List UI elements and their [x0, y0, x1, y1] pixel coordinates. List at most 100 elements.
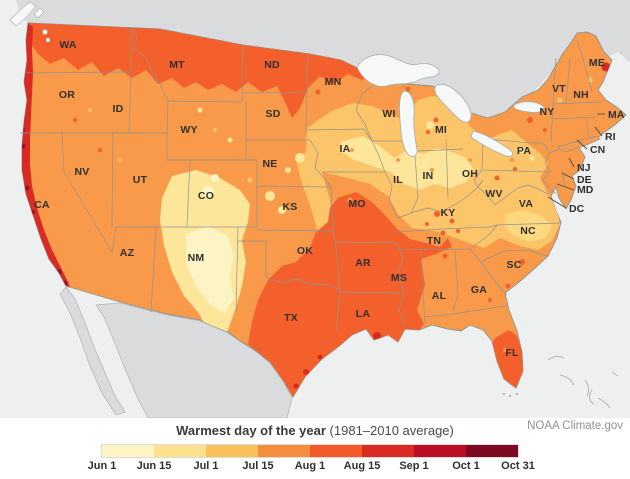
region-dark-southflorida: [491, 330, 523, 388]
state-label-sd: SD: [266, 108, 281, 120]
state-label-nv: NV: [75, 166, 90, 178]
state-label-il: IL: [393, 174, 403, 186]
speckles-cream: [202, 174, 219, 198]
state-label-oh: OH: [462, 168, 478, 180]
state-label-ca: CA: [34, 199, 50, 211]
state-label-nh: NH: [573, 89, 589, 101]
bahamas-islands: [547, 355, 619, 409]
legend-title-main: Warmest day of the year: [176, 423, 326, 438]
state-labels: WA OR CA NV ID UT AZ MT WY CO NM ND SD NE KS OK TX MN IA MO…: [34, 39, 605, 359]
state-label-al: AL: [432, 290, 447, 302]
state-label-pa: PA: [517, 145, 531, 157]
state-label-md: MD: [577, 184, 594, 196]
attribution-text: NOAA Climate.gov: [527, 420, 623, 432]
callout-line-cn: [576, 139, 588, 150]
legend-swatch-2: [154, 445, 206, 457]
state-label-mi: MI: [435, 124, 447, 136]
state-label-sc: SC: [507, 259, 522, 271]
state-label-wv: WV: [485, 188, 502, 200]
speckles-orange: [297, 117, 515, 352]
legend-swatch-6: [362, 445, 414, 457]
state-label-nd: ND: [264, 59, 280, 71]
legend-title-sub: (1981–2010 average): [329, 423, 454, 438]
region-golden-carolina: [504, 210, 552, 242]
mexico-landmass: [95, 302, 293, 418]
state-label-id: ID: [113, 103, 124, 115]
legend-swatch-1: [102, 445, 154, 457]
puget-sound: [42, 29, 48, 35]
callout-line-ri: [594, 126, 603, 137]
legend-tick-jul-1: Jul 1: [193, 460, 219, 472]
state-label-ms: MS: [391, 272, 407, 284]
region-red-westcoast: [22, 23, 72, 292]
state-label-ar: AR: [355, 257, 371, 269]
baja-california: [59, 286, 126, 416]
lake-michigan: [399, 90, 418, 157]
canada-landmass: [0, 0, 630, 118]
state-label-co: CO: [198, 190, 214, 202]
state-label-mn: MN: [325, 76, 342, 88]
state-label-va: VA: [519, 198, 533, 210]
legend-tick-row: Jun 1 Jun 15 Jul 1 Jul 15 Aug 1 Aug 15 Sep 1 Oc…: [88, 460, 535, 474]
lake-superior: [356, 54, 441, 87]
state-label-tn: TN: [427, 235, 441, 247]
state-label-ks: KS: [283, 201, 298, 213]
state-label-nc: NC: [520, 225, 536, 237]
state-label-ri: RI: [605, 131, 616, 143]
region-pale-midwest: [340, 136, 474, 190]
state-label-ne: NE: [263, 158, 278, 170]
region-amber-kansas: [296, 152, 333, 232]
state-label-nj: NJ: [577, 162, 591, 174]
state-label-ny: NY: [540, 106, 555, 118]
legend-colorbar: [101, 444, 519, 458]
lake-ontario: [513, 101, 545, 113]
state-label-ga: GA: [471, 284, 487, 296]
legend-swatch-8: [466, 445, 518, 457]
region-cream-newmexico: [186, 226, 234, 314]
legend-tick-oct-1: Oct 1: [452, 460, 480, 472]
state-label-ky: KY: [441, 207, 456, 219]
state-label-wi: WI: [382, 108, 395, 120]
state-label-mt: MT: [169, 59, 185, 71]
legend-tick-oct-31: Oct 31: [501, 460, 535, 472]
legend-swatch-4: [258, 445, 310, 457]
state-label-ia: IA: [340, 143, 351, 155]
legend-tick-jul-15: Jul 15: [242, 460, 274, 472]
state-label-az: AZ: [120, 247, 135, 259]
state-label-tx: TX: [284, 312, 298, 324]
lake-erie: [470, 130, 513, 157]
vancouver-islands: [9, 1, 45, 27]
state-label-ma: MA: [608, 109, 625, 121]
callout-line-de: [561, 172, 575, 180]
legend-tick-sep-1: Sep 1: [399, 460, 429, 472]
callout-line-dc: [547, 196, 567, 209]
state-label-mo: MO: [348, 198, 365, 210]
callout-line-md: [556, 183, 575, 191]
region-dark-southcentral: [248, 192, 452, 397]
lake-huron: [434, 84, 472, 123]
legend-swatch-7: [414, 445, 466, 457]
state-label-or: OR: [59, 89, 75, 101]
state-label-wy: WY: [180, 124, 197, 136]
state-label-ut: UT: [133, 174, 148, 186]
speckles-pale: [197, 107, 535, 214]
state-label-la: LA: [356, 308, 371, 320]
state-label-de: DE: [577, 174, 592, 186]
legend-tick-jun-15: Jun 15: [136, 460, 172, 472]
legend-tick-aug-1: Aug 1: [294, 460, 326, 472]
callout-line-nj: [568, 157, 575, 168]
state-label-dc: DC: [569, 203, 585, 215]
state-label-fl: FL: [505, 347, 519, 359]
state-label-cn: CN: [590, 144, 605, 156]
state-label-me: ME: [589, 57, 605, 69]
state-label-nm: NM: [188, 252, 205, 264]
state-label-wa: WA: [59, 39, 77, 51]
legend-swatch-3: [206, 445, 258, 457]
legend-tick-jun-1: Jun 1: [87, 460, 117, 472]
puget-sound-inlet: [45, 37, 51, 43]
legend-panel: Warmest day of the year (1981–2010 avera…: [0, 418, 630, 479]
state-label-ok: OK: [297, 245, 313, 257]
